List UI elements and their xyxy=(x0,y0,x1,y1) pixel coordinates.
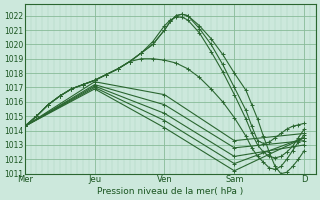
X-axis label: Pression niveau de la mer( hPa ): Pression niveau de la mer( hPa ) xyxy=(97,187,244,196)
